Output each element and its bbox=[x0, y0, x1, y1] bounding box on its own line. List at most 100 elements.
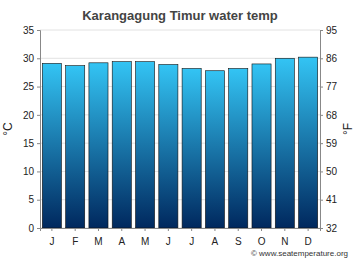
tick-mark bbox=[238, 228, 239, 231]
tick: F bbox=[72, 228, 78, 247]
tick-mark bbox=[37, 143, 40, 144]
tick: J bbox=[49, 228, 54, 247]
tick-mark bbox=[320, 228, 323, 229]
tick-label: 68 bbox=[326, 110, 338, 121]
tick-label: N bbox=[281, 236, 288, 247]
bar bbox=[182, 68, 201, 228]
tick-label: 15 bbox=[23, 138, 35, 149]
tick-mark bbox=[37, 58, 40, 59]
tick-mark bbox=[37, 87, 40, 88]
tick-label: 30 bbox=[23, 53, 35, 64]
bar bbox=[252, 64, 271, 228]
tick-label: A bbox=[118, 236, 125, 247]
tick: 95 bbox=[320, 25, 338, 36]
tick-mark bbox=[261, 228, 262, 231]
tick-mark bbox=[145, 228, 146, 231]
tick: 20 bbox=[23, 110, 40, 121]
tick-mark bbox=[37, 200, 40, 201]
tick-mark bbox=[168, 228, 169, 231]
tick-label: O bbox=[258, 236, 266, 247]
tick: A bbox=[118, 228, 125, 247]
tick: D bbox=[305, 228, 312, 247]
bar bbox=[89, 63, 108, 228]
bar bbox=[66, 66, 85, 228]
bar bbox=[112, 62, 131, 228]
tick-mark bbox=[320, 171, 323, 172]
tick: 77 bbox=[320, 81, 338, 92]
tick: 50 bbox=[320, 166, 338, 177]
tick-label: 20 bbox=[23, 110, 35, 121]
tick-label: 50 bbox=[326, 166, 338, 177]
y2-axis-title: °F bbox=[341, 123, 355, 135]
tick-mark bbox=[98, 228, 99, 231]
tick-label: D bbox=[305, 236, 312, 247]
bars bbox=[42, 57, 317, 228]
tick: J bbox=[166, 228, 171, 247]
tick-label: S bbox=[235, 236, 242, 247]
tick-label: A bbox=[212, 236, 219, 247]
tick: 5 bbox=[28, 194, 40, 205]
bar bbox=[275, 58, 294, 228]
tick-mark bbox=[75, 228, 76, 231]
tick: 25 bbox=[23, 81, 40, 92]
tick-mark bbox=[191, 228, 192, 231]
tick-label: M bbox=[141, 236, 149, 247]
grid bbox=[40, 30, 320, 228]
tick: 32 bbox=[320, 223, 338, 234]
tick-mark bbox=[121, 228, 122, 231]
plot: JFMAMJJASOND0510152025303532415059687786… bbox=[23, 25, 338, 247]
tick-mark bbox=[51, 228, 52, 231]
tick-mark bbox=[320, 200, 323, 201]
tick-label: J bbox=[189, 236, 194, 247]
annotation: © www.seatemperature.org bbox=[251, 249, 348, 258]
tick-mark bbox=[320, 143, 323, 144]
bar bbox=[136, 62, 155, 228]
tick-label: 0 bbox=[28, 223, 34, 234]
tick-mark bbox=[320, 115, 323, 116]
tick: O bbox=[258, 228, 266, 247]
tick-mark bbox=[37, 115, 40, 116]
tick-label: 41 bbox=[326, 194, 338, 205]
tick-label: 25 bbox=[23, 81, 35, 92]
bar bbox=[299, 57, 318, 228]
tick: N bbox=[281, 228, 288, 247]
tick-mark bbox=[308, 228, 309, 231]
tick-mark bbox=[284, 228, 285, 231]
tick: 59 bbox=[320, 138, 338, 149]
tick: 68 bbox=[320, 110, 338, 121]
tick-label: J bbox=[166, 236, 171, 247]
tick: M bbox=[94, 228, 102, 247]
y-axis-title: °C bbox=[1, 122, 15, 136]
tick: J bbox=[189, 228, 194, 247]
tick-label: 5 bbox=[28, 194, 34, 205]
bar bbox=[205, 71, 224, 228]
axis-line bbox=[41, 229, 321, 232]
x-axis: JFMAMJJASOND bbox=[41, 228, 321, 247]
tick: S bbox=[235, 228, 242, 247]
bar bbox=[159, 65, 178, 228]
tick-mark bbox=[320, 87, 323, 88]
chart: JFMAMJJASOND0510152025303532415059687786… bbox=[0, 0, 360, 260]
tick: M bbox=[141, 228, 149, 247]
tick-mark bbox=[214, 228, 215, 231]
tick-mark bbox=[37, 228, 40, 229]
tick: 30 bbox=[23, 53, 40, 64]
tick-label: 35 bbox=[23, 25, 35, 36]
tick-mark bbox=[320, 30, 323, 31]
tick-mark bbox=[37, 30, 40, 31]
tick-mark bbox=[320, 58, 323, 59]
axis-line bbox=[321, 31, 324, 229]
tick: 0 bbox=[28, 223, 40, 234]
tick-mark bbox=[37, 171, 40, 172]
tick: 15 bbox=[23, 138, 40, 149]
tick: 41 bbox=[320, 194, 338, 205]
grid-line bbox=[40, 30, 320, 31]
plot-background bbox=[40, 30, 320, 228]
tick: 10 bbox=[23, 166, 40, 177]
tick-label: 10 bbox=[23, 166, 35, 177]
tick: A bbox=[212, 228, 219, 247]
tick: 86 bbox=[320, 53, 338, 64]
y-axis: 0 5 10 15 20 25 30 35 bbox=[23, 25, 41, 234]
tick-label: 32 bbox=[326, 223, 338, 234]
tick: 35 bbox=[23, 25, 40, 36]
